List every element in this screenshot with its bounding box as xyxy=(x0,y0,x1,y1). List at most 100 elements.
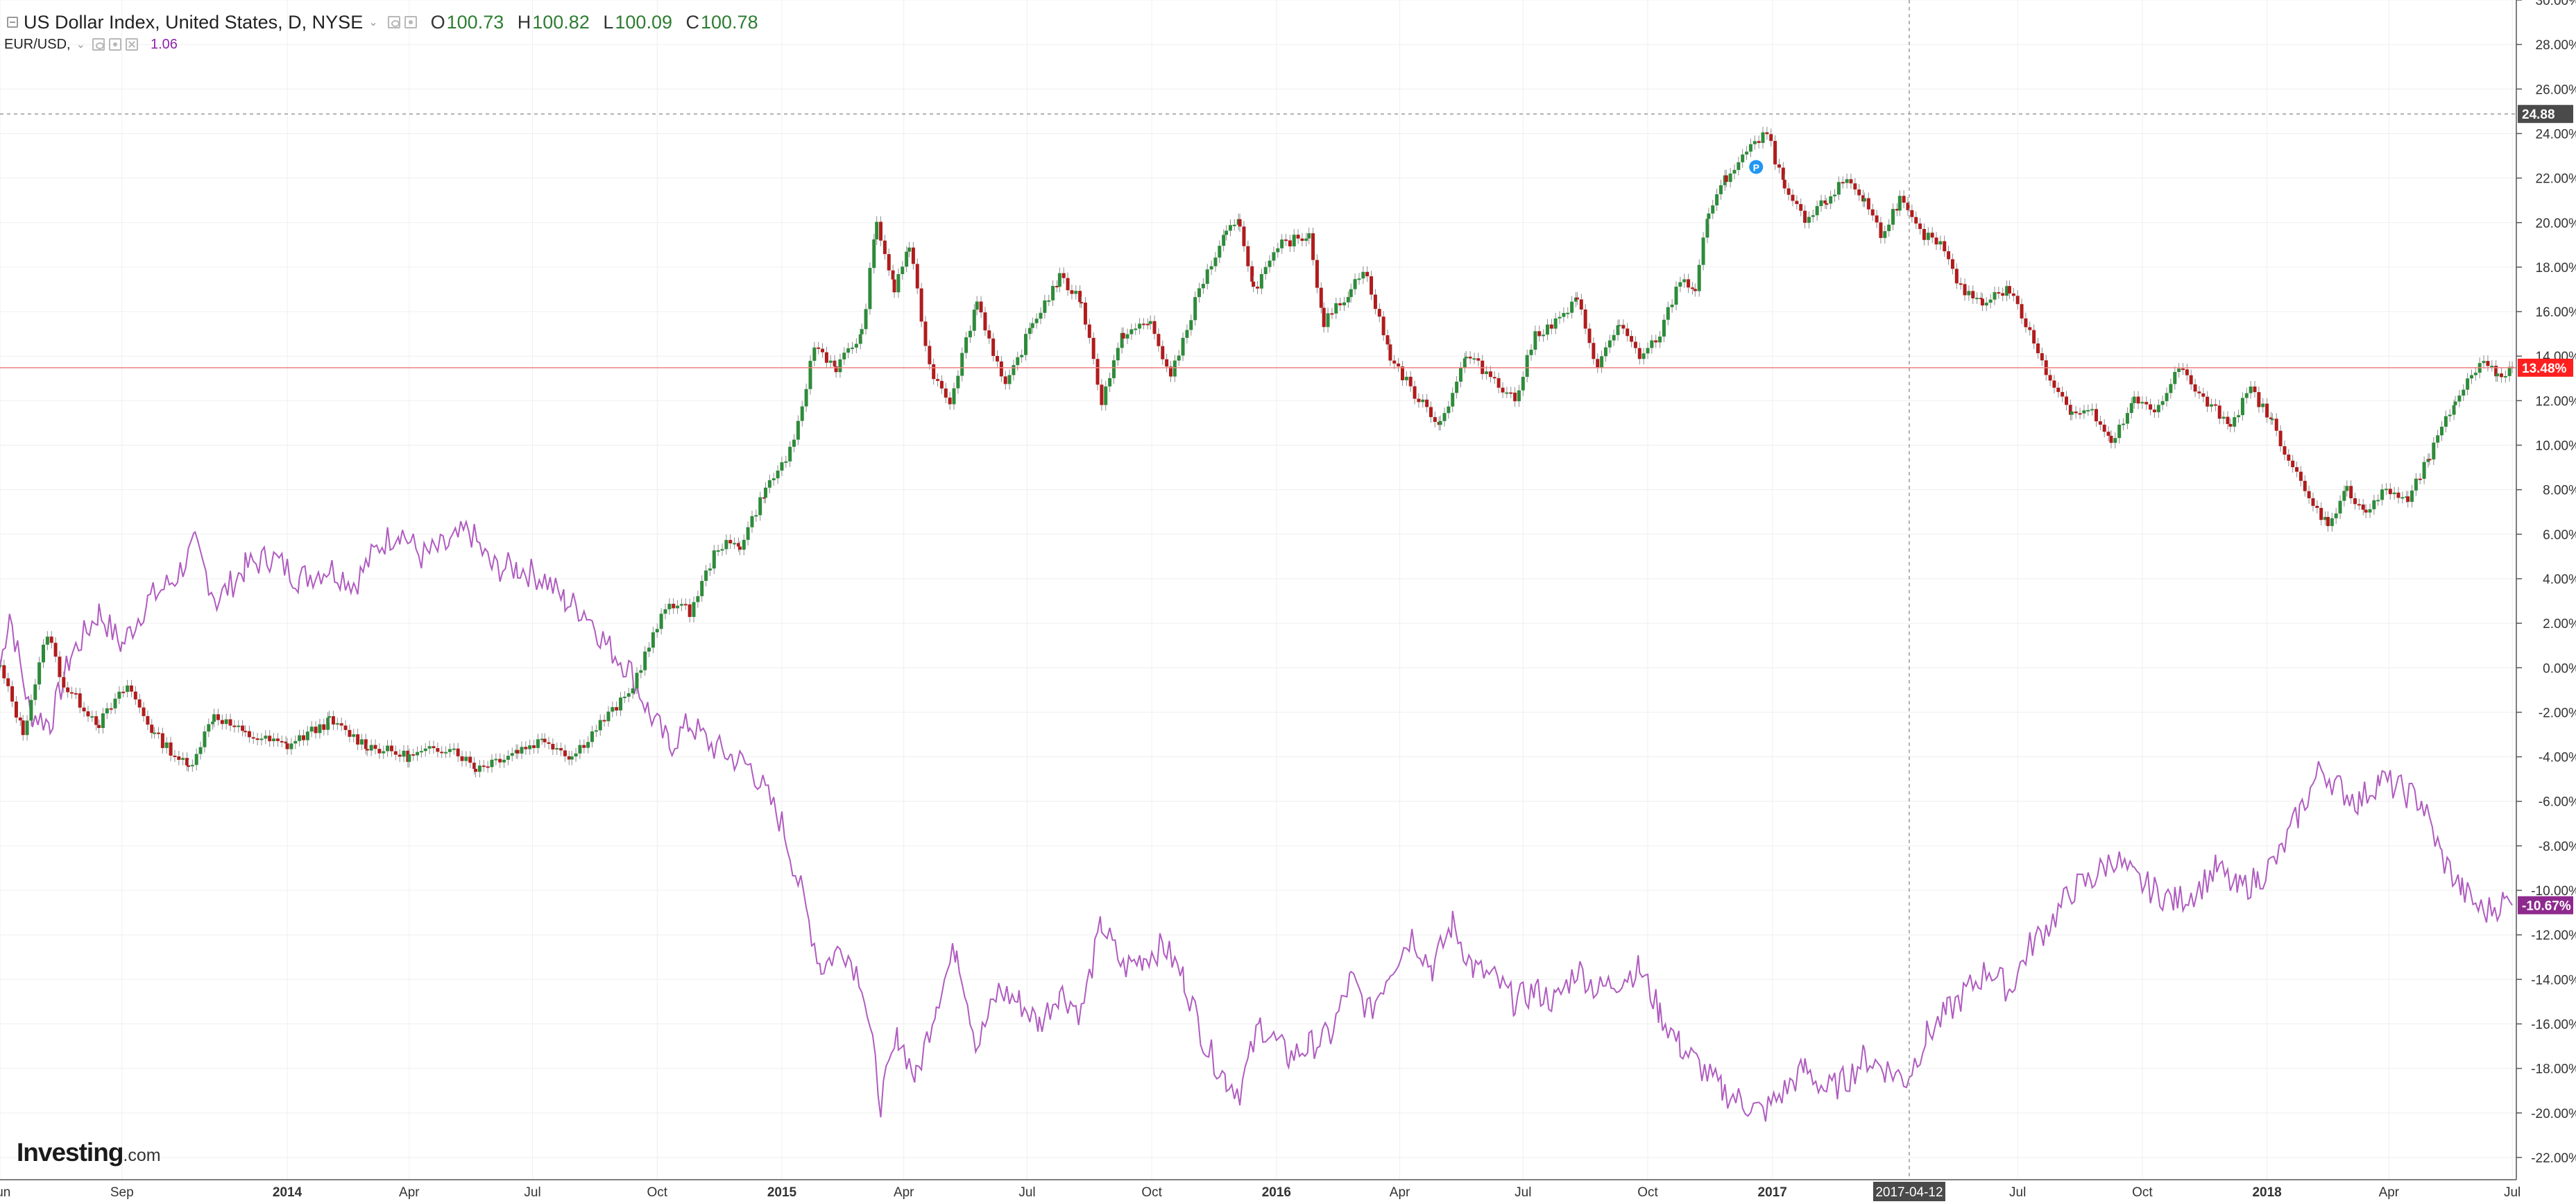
candle-body xyxy=(582,745,586,748)
candle-body xyxy=(251,737,255,739)
candle-body xyxy=(33,684,37,700)
candle-body xyxy=(996,355,999,362)
candle-body xyxy=(1513,392,1517,402)
candle-body xyxy=(532,745,536,748)
candle-body xyxy=(1849,179,1853,184)
candle-body xyxy=(1458,367,1462,382)
candle-body xyxy=(173,755,177,757)
candle-body xyxy=(1020,355,1024,357)
candle-body xyxy=(2326,516,2330,527)
candle-body xyxy=(2499,373,2503,378)
candle-body xyxy=(563,750,567,756)
x-tick-label: Oct xyxy=(2132,1185,2153,1200)
candle-body xyxy=(1549,324,1553,329)
candle-body xyxy=(169,742,173,756)
visibility-icon[interactable] xyxy=(387,16,400,28)
candle-body xyxy=(2052,380,2056,388)
y-tick-label: -6.00% xyxy=(2539,795,2576,810)
candle-body xyxy=(228,719,232,726)
candle-body xyxy=(2237,415,2241,418)
candle-body xyxy=(2507,366,2511,376)
compare-symbol[interactable]: EUR/USD, xyxy=(4,36,71,52)
candle-body xyxy=(520,747,524,754)
candle-body xyxy=(2156,405,2160,413)
candle-body xyxy=(1697,264,1701,291)
candle-body xyxy=(2086,409,2090,412)
chart-legend: US Dollar Index, United States, D, NYSE … xyxy=(4,10,758,57)
last-price-label-bg xyxy=(2518,358,2573,377)
candle-body xyxy=(284,741,288,744)
candle-body xyxy=(1829,196,1833,204)
candle-body xyxy=(905,251,909,267)
candle-body xyxy=(1043,300,1047,313)
candle-body xyxy=(1218,246,1222,258)
candle-body xyxy=(1232,224,1236,226)
candle-body xyxy=(1120,332,1124,348)
candle-body xyxy=(1926,232,1930,240)
candle-body xyxy=(1533,331,1537,350)
candle-body xyxy=(1172,360,1177,377)
candle-body xyxy=(2136,396,2140,404)
candle-body xyxy=(1984,303,1988,306)
candle-body xyxy=(1769,134,1773,142)
candle-body xyxy=(2257,392,2261,407)
candle-body xyxy=(1633,341,1637,348)
candle-body xyxy=(1662,319,1666,337)
candle-body xyxy=(146,715,150,725)
candle-body xyxy=(49,636,53,643)
candle-body xyxy=(643,651,647,670)
candle-body xyxy=(1715,194,1719,205)
compare-visibility-icon[interactable] xyxy=(92,38,105,51)
candle-body xyxy=(2361,505,2365,510)
candle-body xyxy=(1272,252,1276,261)
settings-icon[interactable] xyxy=(404,16,417,28)
candle-body xyxy=(6,678,10,686)
last-compare-label-bg xyxy=(2518,896,2573,915)
candle-body xyxy=(285,743,289,749)
candle-body xyxy=(121,691,126,693)
candle-body xyxy=(1392,360,1397,364)
chevron-down-icon[interactable]: ⌄ xyxy=(368,17,378,28)
low-value: 100.09 xyxy=(615,11,672,33)
candle-body xyxy=(1189,320,1193,330)
candle-body xyxy=(1074,291,1078,294)
candle-body xyxy=(2486,361,2490,366)
candle-body xyxy=(1603,347,1607,357)
candle-body xyxy=(1061,273,1066,278)
x-tick-label: Jul xyxy=(2504,1185,2520,1200)
candle-body xyxy=(1897,196,1902,211)
main-series-row: US Dollar Index, United States, D, NYSE … xyxy=(4,10,758,35)
candle-body xyxy=(2453,401,2457,405)
candle-body xyxy=(474,768,478,772)
compare-chevron-icon[interactable]: ⌄ xyxy=(76,39,85,51)
candle-body xyxy=(1836,182,1841,195)
candle-body xyxy=(659,613,663,629)
compare-remove-icon[interactable] xyxy=(125,38,138,51)
symbol-title[interactable]: US Dollar Index, United States, D, NYSE xyxy=(24,11,364,33)
candle-body xyxy=(1786,188,1791,195)
collapse-icon[interactable] xyxy=(7,17,18,28)
crosshair-date-bg xyxy=(1873,1182,1945,1201)
candle-body xyxy=(1408,376,1413,387)
candle-body xyxy=(352,734,356,737)
candle-body xyxy=(2152,409,2156,413)
compare-settings-icon[interactable] xyxy=(108,38,121,51)
candle-body xyxy=(1148,321,1152,324)
candle-body xyxy=(1039,312,1043,319)
candle-body xyxy=(896,273,901,293)
candle-body xyxy=(1803,210,1807,223)
candle-body xyxy=(2173,372,2177,384)
candle-body xyxy=(1641,353,1646,359)
candle-body xyxy=(86,711,90,717)
candle-body xyxy=(2265,403,2269,418)
candle-body xyxy=(1833,194,1837,196)
candle-body xyxy=(700,581,704,597)
candle-body xyxy=(528,745,532,749)
candle-body xyxy=(14,701,18,718)
candle-body xyxy=(1138,323,1142,329)
candle-body xyxy=(788,446,792,461)
candle-body xyxy=(1612,334,1616,341)
x-tick-label: Oct xyxy=(1141,1185,1162,1200)
